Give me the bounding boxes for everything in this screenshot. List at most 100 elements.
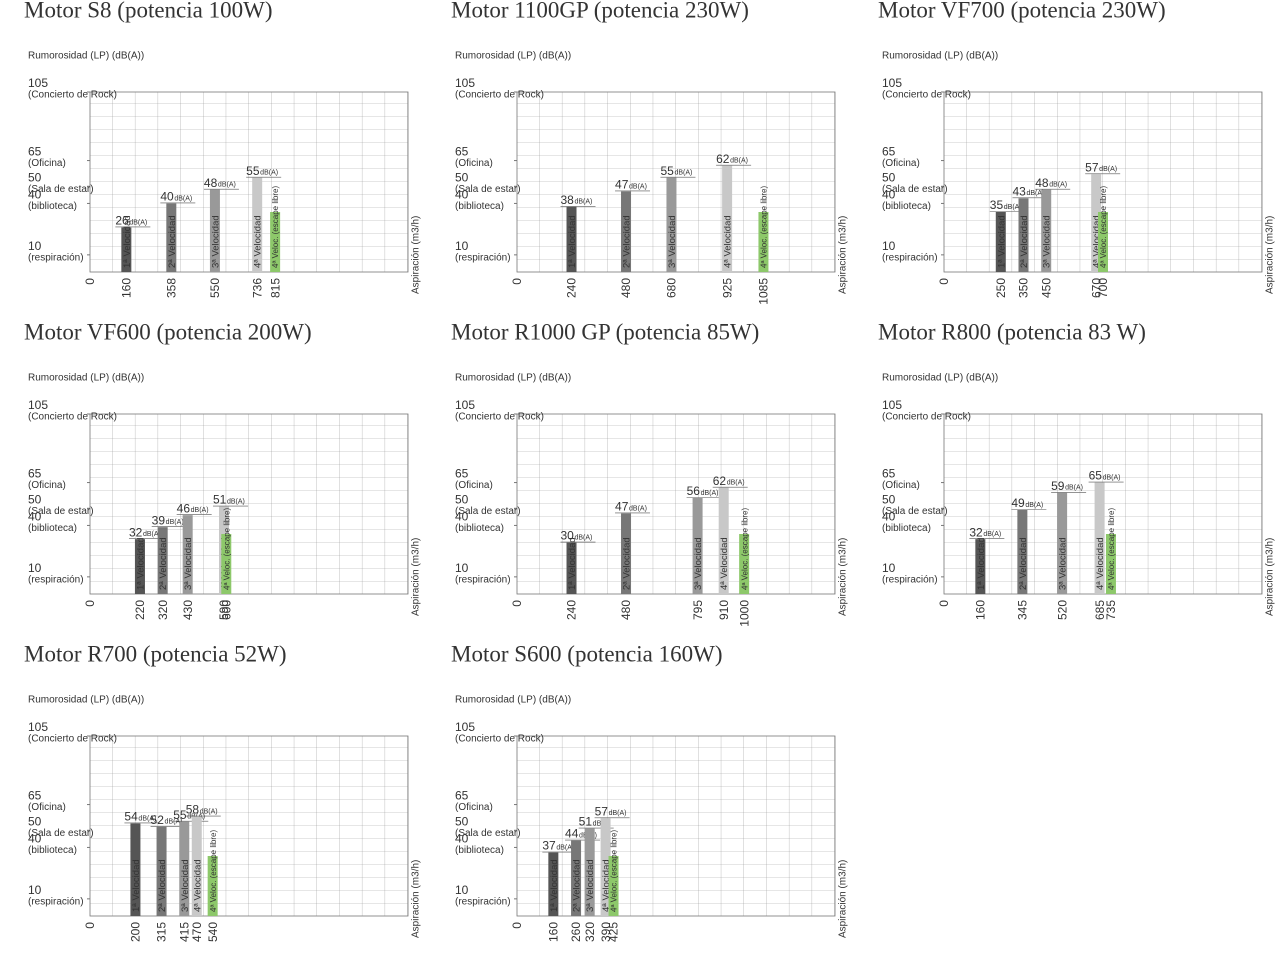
chart-title: Motor R1000 GP (potencia 85W): [451, 319, 759, 344]
x-tick-label: 0: [937, 600, 951, 607]
bar: [584, 828, 595, 916]
y-tick-note: (Concierto de Rock): [882, 90, 971, 101]
bar: [1105, 534, 1116, 594]
value-unit: dB(A): [1103, 474, 1121, 481]
value-unit: dB(A): [1004, 204, 1022, 211]
value-label: 48: [204, 176, 218, 190]
y-tick-note: (Oficina): [455, 802, 493, 813]
bar-category: 2ª Velocidad: [622, 215, 633, 268]
bar: [1018, 198, 1029, 272]
y-tick-label: 40: [28, 832, 42, 846]
y-tick-note: (Sala de estar): [882, 506, 948, 517]
value-label: 65: [1089, 469, 1103, 483]
y-tick-label: 50: [28, 814, 42, 828]
y-tick-label: 65: [28, 789, 42, 803]
y-tick-note: (biblioteca): [28, 845, 77, 856]
bar-category: 1ª Velocidad: [131, 859, 142, 912]
bar-category: 4ª Velocidad: [723, 215, 734, 268]
value-label: 55: [246, 164, 260, 178]
value-unit: dB(A): [165, 819, 183, 826]
bar-category: 4ª Veloc. (escape libre): [610, 830, 619, 912]
value-unit: dB(A): [1065, 485, 1083, 492]
bar-category: 1ª Velocidad: [996, 215, 1007, 268]
value-unit: dB(A): [1025, 502, 1043, 509]
bar: [207, 856, 218, 916]
y-tick-note: (respiración): [882, 252, 938, 263]
y-axis-label: Rumorosidad (LP) (dB(A)): [882, 51, 998, 62]
chart-title: Motor S8 (potencia 100W): [24, 0, 272, 22]
value-label: 62: [713, 474, 727, 488]
y-tick-label: 40: [455, 510, 469, 524]
x-tick-label: 1085: [757, 278, 771, 305]
y-tick-note: (respiración): [455, 252, 511, 263]
value-label: 52: [151, 813, 165, 827]
y-axis-label: Rumorosidad (LP) (dB(A)): [455, 51, 571, 62]
x-tick-label: 735: [1104, 600, 1118, 620]
x-axis-label: Aspiración (m3/h): [838, 216, 849, 294]
y-tick-note: (Oficina): [882, 158, 920, 169]
value-label: 57: [1085, 160, 1099, 174]
bar: [182, 515, 193, 594]
y-tick-note: (Concierto de Rock): [28, 734, 117, 745]
x-tick-label: 415: [177, 922, 191, 942]
value-unit: dB(A): [200, 808, 218, 815]
bar: [571, 840, 582, 916]
value-label: 54: [124, 810, 138, 824]
y-tick-note: (Concierto de Rock): [455, 90, 544, 101]
y-tick-label: 10: [28, 561, 42, 575]
y-tick-label: 40: [455, 188, 469, 202]
y-tick-label: 105: [28, 720, 48, 734]
y-tick-label: 105: [455, 720, 475, 734]
y-tick-label: 40: [455, 832, 469, 846]
x-tick-label: 345: [1016, 600, 1030, 620]
y-tick-label: 105: [882, 76, 902, 90]
bar-category: 4ª Veloc. (escape libre): [222, 508, 231, 590]
bar-category: 2ª Velocidad: [1018, 537, 1029, 590]
y-axis-label: Rumorosidad (LP) (dB(A)): [455, 373, 571, 384]
y-tick-label: 10: [455, 561, 469, 575]
x-tick-label: 0: [510, 278, 524, 285]
bar-category: 1ª Velocidad: [549, 859, 560, 912]
y-tick-label: 105: [28, 398, 48, 412]
y-tick-note: (biblioteca): [28, 523, 77, 534]
bar: [975, 539, 986, 594]
bar: [718, 487, 729, 594]
y-tick-note: (respiración): [28, 252, 84, 263]
bar-category: 1ª Velocidad: [567, 215, 578, 268]
x-tick-label: 0: [83, 278, 97, 285]
bar-category: 3ª Velocidad: [210, 215, 221, 268]
bar: [209, 189, 220, 272]
bar: [692, 498, 703, 594]
bar-category: 3ª Velocidad: [183, 537, 194, 590]
x-axis-label: Aspiración (m3/h): [411, 216, 422, 294]
value-label: 56: [687, 484, 701, 498]
x-tick-label: 795: [691, 600, 705, 620]
y-tick-note: (biblioteca): [882, 201, 931, 212]
y-tick-note: (biblioteca): [882, 523, 931, 534]
value-label: 32: [969, 525, 983, 539]
bar-category: 3ª Velocidad: [180, 859, 191, 912]
x-axis-label: Aspiración (m3/h): [411, 538, 422, 616]
y-tick-label: 10: [28, 883, 42, 897]
y-axis-label: Rumorosidad (LP) (dB(A)): [28, 695, 144, 706]
bar-category: 4ª Veloc. (escape libre): [740, 508, 749, 590]
value-label: 58: [186, 803, 200, 817]
y-tick-label: 65: [28, 467, 42, 481]
grid: [89, 91, 409, 273]
bar: [566, 542, 577, 594]
chart-title: Motor VF700 (potencia 230W): [878, 0, 1166, 22]
x-tick-label: 250: [994, 278, 1008, 298]
x-axis-label: Aspiración (m3/h): [838, 538, 849, 616]
chart-title: Motor 1100GP (potencia 230W): [451, 0, 749, 22]
y-tick-label: 105: [882, 398, 902, 412]
y-tick-note: (biblioteca): [455, 201, 504, 212]
bar-category: 1ª Velocidad: [135, 537, 146, 590]
y-tick-note: (respiración): [455, 574, 511, 585]
y-tick-label: 50: [882, 170, 896, 184]
bar-category: 2ª Velocidad: [622, 537, 633, 590]
bar-category: 2ª Velocidad: [167, 215, 178, 268]
x-tick-label: 600: [219, 600, 233, 620]
x-tick-label: 320: [583, 922, 597, 942]
value-unit: dB(A): [191, 507, 209, 514]
bar-category: 2ª Velocidad: [1019, 215, 1030, 268]
